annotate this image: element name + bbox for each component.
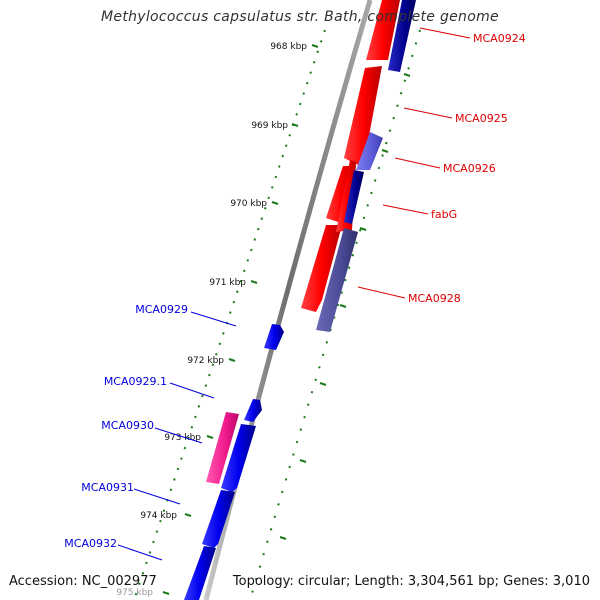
feature-mca0926-lavender[interactable] bbox=[356, 132, 383, 170]
gene-labels-reverse: MCA0929 MCA0929.1 MCA0930 MCA0931 MCA093… bbox=[64, 303, 188, 550]
gene-label[interactable]: MCA0929.1 bbox=[104, 375, 167, 388]
gene-mca0931[interactable] bbox=[202, 490, 235, 548]
gene-labels-forward: MCA0924 MCA0925 MCA0926 fabG MCA0928 bbox=[408, 32, 526, 305]
tick-970 bbox=[271, 201, 279, 205]
gene-label[interactable]: MCA0928 bbox=[408, 292, 461, 305]
tick-label: 974 kbp bbox=[140, 511, 177, 521]
label-leaders bbox=[117, 27, 471, 561]
gene-label[interactable]: MCA0932 bbox=[64, 537, 117, 550]
gene-label[interactable]: MCA0929 bbox=[135, 303, 188, 316]
accession-label: Accession: NC_002977 bbox=[9, 574, 157, 589]
tick-label: 970 kbp bbox=[230, 199, 267, 209]
reverse-strand bbox=[184, 324, 284, 600]
gene-mca0929-1[interactable] bbox=[244, 399, 262, 422]
gene-mca0930[interactable] bbox=[221, 424, 256, 492]
feature-mca0928-slate[interactable] bbox=[316, 228, 358, 332]
tick-971 bbox=[250, 280, 258, 284]
gene-mca0932[interactable] bbox=[184, 546, 216, 600]
feature-fabg-navy[interactable] bbox=[344, 170, 364, 224]
annotated-features bbox=[316, 0, 416, 332]
gene-label[interactable]: MCA0926 bbox=[443, 162, 496, 175]
tick-975 bbox=[162, 591, 170, 595]
gc-track-inner bbox=[249, 29, 421, 600]
tick-label: 971 kbp bbox=[209, 278, 246, 288]
tick-label: 969 kbp bbox=[251, 121, 288, 131]
tick-974 bbox=[184, 513, 192, 517]
tick-973 bbox=[206, 435, 214, 439]
genome-summary: Topology: circular; Length: 3,304,561 bp… bbox=[232, 574, 590, 589]
gene-label[interactable]: MCA0925 bbox=[455, 112, 508, 125]
ruler-ticks-inner bbox=[279, 73, 411, 540]
tick-label: 972 kbp bbox=[187, 356, 224, 366]
gene-label[interactable]: MCA0930 bbox=[101, 419, 154, 432]
tick-969 bbox=[291, 123, 299, 127]
gene-label[interactable]: MCA0924 bbox=[473, 32, 526, 45]
genome-backbone bbox=[203, 0, 373, 600]
ruler-labels: 968 kbp 969 kbp 970 kbp 971 kbp 972 kbp … bbox=[116, 42, 307, 598]
gene-mca0925[interactable] bbox=[344, 66, 382, 165]
gene-mca0924[interactable] bbox=[366, 0, 400, 60]
map-title: Methylococcus capsulatus str. Bath, comp… bbox=[101, 9, 499, 25]
ruler-ticks bbox=[162, 44, 319, 595]
feature-mca0930-pink[interactable] bbox=[206, 412, 239, 484]
tick-972 bbox=[228, 358, 236, 362]
tick-label: 973 kbp bbox=[164, 433, 201, 443]
gene-mca0929[interactable] bbox=[264, 324, 284, 350]
tick-label: 968 kbp bbox=[270, 42, 307, 52]
gene-label[interactable]: MCA0931 bbox=[81, 481, 134, 494]
gene-label[interactable]: fabG bbox=[431, 208, 457, 221]
tick-label: 975 kbp bbox=[116, 588, 153, 598]
tick-968 bbox=[311, 44, 319, 48]
gene-fabg[interactable] bbox=[301, 225, 342, 312]
feature-mca0924-navy[interactable] bbox=[388, 0, 416, 72]
